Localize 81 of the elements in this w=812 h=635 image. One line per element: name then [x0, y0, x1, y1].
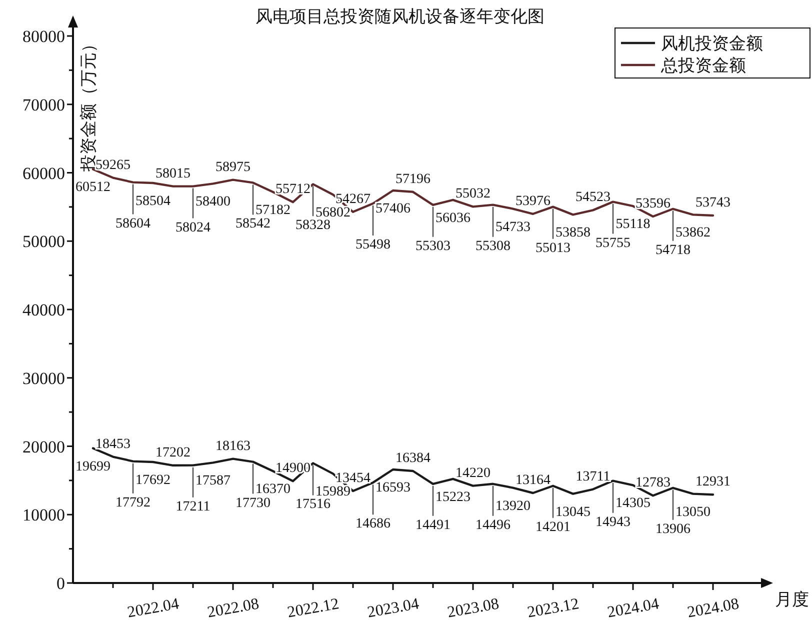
data-label: 53743	[696, 196, 730, 211]
data-label: 17730	[236, 496, 270, 511]
data-label: 59265	[96, 158, 130, 173]
data-label: 55303	[416, 238, 450, 254]
data-label: 58024	[176, 220, 210, 236]
data-label: 58015	[156, 166, 190, 182]
data-label: 58400	[196, 194, 230, 210]
data-label: 54733	[496, 220, 530, 235]
legend-label: 总投资金额	[660, 56, 746, 75]
data-label: 58975	[216, 160, 250, 175]
x-tick-label: 2023.08	[446, 596, 500, 622]
data-label: 13906	[656, 522, 690, 537]
data-label: 13050	[676, 504, 710, 520]
x-tick-label: 2024.08	[686, 596, 740, 622]
x-tick-label: 2023.04	[366, 596, 420, 622]
data-label: 53862	[676, 226, 710, 241]
data-label: 55755	[596, 236, 630, 251]
x-axis-title: 月度	[775, 590, 809, 609]
data-label: 17211	[176, 499, 210, 514]
data-label: 58504	[136, 194, 170, 209]
chart-title: 风电项目总投资随风机设备逐年变化图	[256, 7, 544, 26]
data-label: 14943	[596, 514, 630, 530]
y-tick-label: 30000	[22, 368, 65, 388]
data-label: 55032	[456, 186, 490, 202]
data-label: 57196	[396, 172, 430, 187]
data-label: 15223	[436, 490, 470, 505]
data-label: 15989	[316, 484, 350, 500]
data-label: 16370	[256, 482, 290, 498]
data-label: 13164	[516, 472, 550, 488]
x-tick-label: 2024.04	[606, 596, 660, 622]
data-label: 13711	[576, 469, 610, 484]
data-label: 14201	[536, 520, 570, 535]
data-label: 14496	[476, 518, 510, 533]
data-label: 19699	[76, 459, 110, 474]
data-label: 13045	[556, 504, 590, 520]
data-label: 56802	[316, 206, 350, 221]
data-label: 12931	[696, 474, 730, 490]
data-label: 17516	[296, 497, 330, 512]
data-label: 53596	[636, 196, 670, 212]
x-tick-label: 2022.04	[126, 596, 180, 622]
data-label: 53976	[516, 194, 550, 209]
data-label: 55498	[356, 238, 390, 253]
x-tick-label: 2022.12	[286, 596, 340, 622]
data-label: 55013	[536, 240, 570, 256]
data-label: 13920	[496, 498, 530, 514]
data-label: 57406	[376, 201, 410, 216]
data-label: 18453	[96, 436, 130, 452]
y-tick-label: 70000	[22, 95, 65, 114]
data-label: 12783	[636, 476, 670, 491]
x-tick-label: 2023.12	[526, 596, 580, 622]
data-label: 17587	[196, 474, 230, 489]
y-tick-label: 10000	[22, 506, 65, 525]
x-tick-label: 2022.08	[206, 596, 260, 622]
y-tick-label: 60000	[22, 164, 65, 183]
data-label: 58328	[296, 218, 330, 234]
data-label: 58604	[116, 216, 150, 232]
data-label: 55308	[476, 238, 510, 254]
data-label: 17692	[136, 473, 170, 488]
y-tick-label: 40000	[22, 300, 65, 320]
data-label: 55118	[616, 217, 650, 232]
data-label: 18163	[216, 438, 250, 454]
data-label: 60512	[76, 180, 110, 196]
data-label: 14686	[356, 516, 390, 532]
y-tick-label: 80000	[22, 27, 65, 46]
data-label: 16384	[396, 450, 430, 466]
data-label: 16593	[376, 480, 410, 496]
data-label: 57182	[256, 203, 290, 218]
y-tick-label: 50000	[22, 232, 65, 252]
data-label: 54718	[656, 242, 690, 258]
y-tick-label: 20000	[22, 437, 65, 456]
data-label: 58542	[236, 216, 270, 232]
y-tick-label: 0	[56, 574, 65, 593]
data-label: 14305	[616, 496, 650, 512]
data-label: 54523	[576, 190, 610, 206]
data-label: 14491	[416, 518, 450, 533]
data-label: 17792	[116, 495, 150, 510]
data-label: 56036	[436, 210, 470, 226]
data-label: 17202	[156, 445, 190, 460]
data-label: 14220	[456, 466, 490, 481]
data-label: 53858	[556, 226, 590, 241]
legend-label: 风机投资金额	[661, 34, 763, 53]
